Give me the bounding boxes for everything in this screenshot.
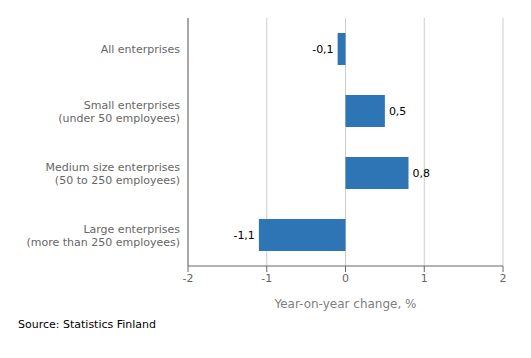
html-text:Source: Statistics Finland: Source: Statistics Finland <box>18 318 157 331</box>
svg-text:Small enterprises(under 50 emp: Small enterprises(under 50 employees) <box>58 98 180 124</box>
svg-text:Year-on-year change, %: Year-on-year change, % <box>273 297 416 311</box>
svg-text:-1,1: -1,1 <box>233 229 254 242</box>
svg-text:0,5: 0,5 <box>389 105 407 118</box>
svg-text:-2: -2 <box>183 272 194 285</box>
svg-text:0: 0 <box>342 272 349 285</box>
svg-text:1: 1 <box>421 272 428 285</box>
svg-text:2: 2 <box>500 272 507 285</box>
svg-text:All enterprises: All enterprises <box>101 43 181 56</box>
svg-text:-1: -1 <box>261 272 272 285</box>
svg-text:Large enterprises(more than 25: Large enterprises(more than 250 employee… <box>26 222 180 248</box>
svg-text:0,8: 0,8 <box>413 167 431 180</box>
svg-text:Medium size enterprises(50 to: Medium size enterprises(50 to 250 employ… <box>46 160 181 186</box>
svg-text:-0,1: -0,1 <box>312 43 333 56</box>
